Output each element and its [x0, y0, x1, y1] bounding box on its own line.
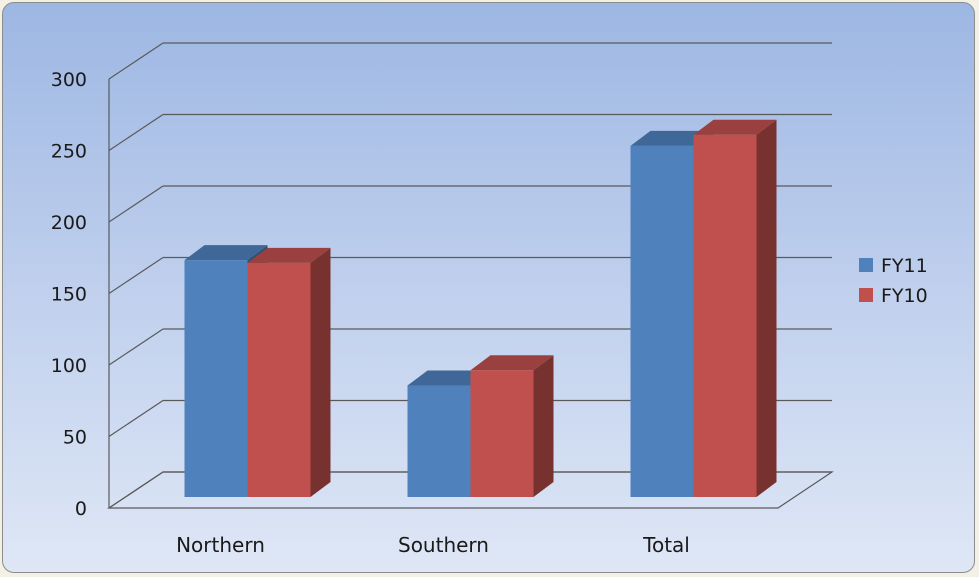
- x-category-label: Northern: [176, 533, 265, 557]
- y-tick-label: 200: [51, 212, 87, 234]
- bar: [247, 247, 331, 497]
- legend-entry: FY11: [859, 255, 928, 277]
- bar-front: [470, 370, 534, 497]
- legend-label: FY11: [881, 255, 928, 277]
- x-axis-category-labels: Northern Southern Total: [176, 533, 690, 557]
- bars: [184, 119, 777, 497]
- x-category-label: Southern: [398, 533, 489, 557]
- gridline-side: [108, 328, 164, 366]
- legend-entry: FY10: [859, 285, 928, 307]
- gridline-side: [108, 42, 164, 80]
- bar: [470, 355, 554, 497]
- y-tick-label: 100: [51, 355, 87, 377]
- legend-swatch: [859, 288, 873, 302]
- axes: [107, 79, 834, 509]
- bar-chart: 0 50 100 150 200 250 300 Northern Southern Total…: [51, 42, 928, 557]
- bar-side: [310, 247, 331, 497]
- floor: [107, 471, 834, 509]
- legend-swatch: [859, 258, 873, 272]
- bar-side: [533, 355, 554, 497]
- y-tick-label: 0: [75, 498, 87, 520]
- y-tick-label: 300: [51, 69, 87, 91]
- gridline-side: [108, 400, 164, 437]
- gridline-side: [108, 257, 164, 294]
- bar-top: [184, 245, 268, 261]
- y-tick-label: 250: [51, 141, 87, 163]
- legend-label: FY10: [881, 285, 928, 307]
- legend: FY11 FY10: [859, 255, 928, 307]
- bar-top: [407, 370, 491, 386]
- y-tick-label: 50: [63, 427, 87, 449]
- bar: [693, 119, 777, 497]
- x-category-label: Total: [642, 533, 690, 557]
- bar-front: [247, 262, 311, 497]
- bar-side: [756, 119, 777, 497]
- bar-front: [184, 260, 248, 497]
- gridline-side: [108, 185, 164, 223]
- bar-front: [693, 134, 757, 497]
- y-tick-label: 150: [51, 284, 87, 306]
- bar-front: [630, 145, 694, 497]
- bar-top: [470, 355, 554, 371]
- bar-front: [407, 385, 471, 497]
- gridline-side: [108, 114, 164, 151]
- bar-top: [247, 247, 331, 263]
- y-axis-tick-labels: 0 50 100 150 200 250 300: [51, 69, 87, 520]
- bar-top: [630, 130, 714, 146]
- bar-top: [693, 119, 777, 135]
